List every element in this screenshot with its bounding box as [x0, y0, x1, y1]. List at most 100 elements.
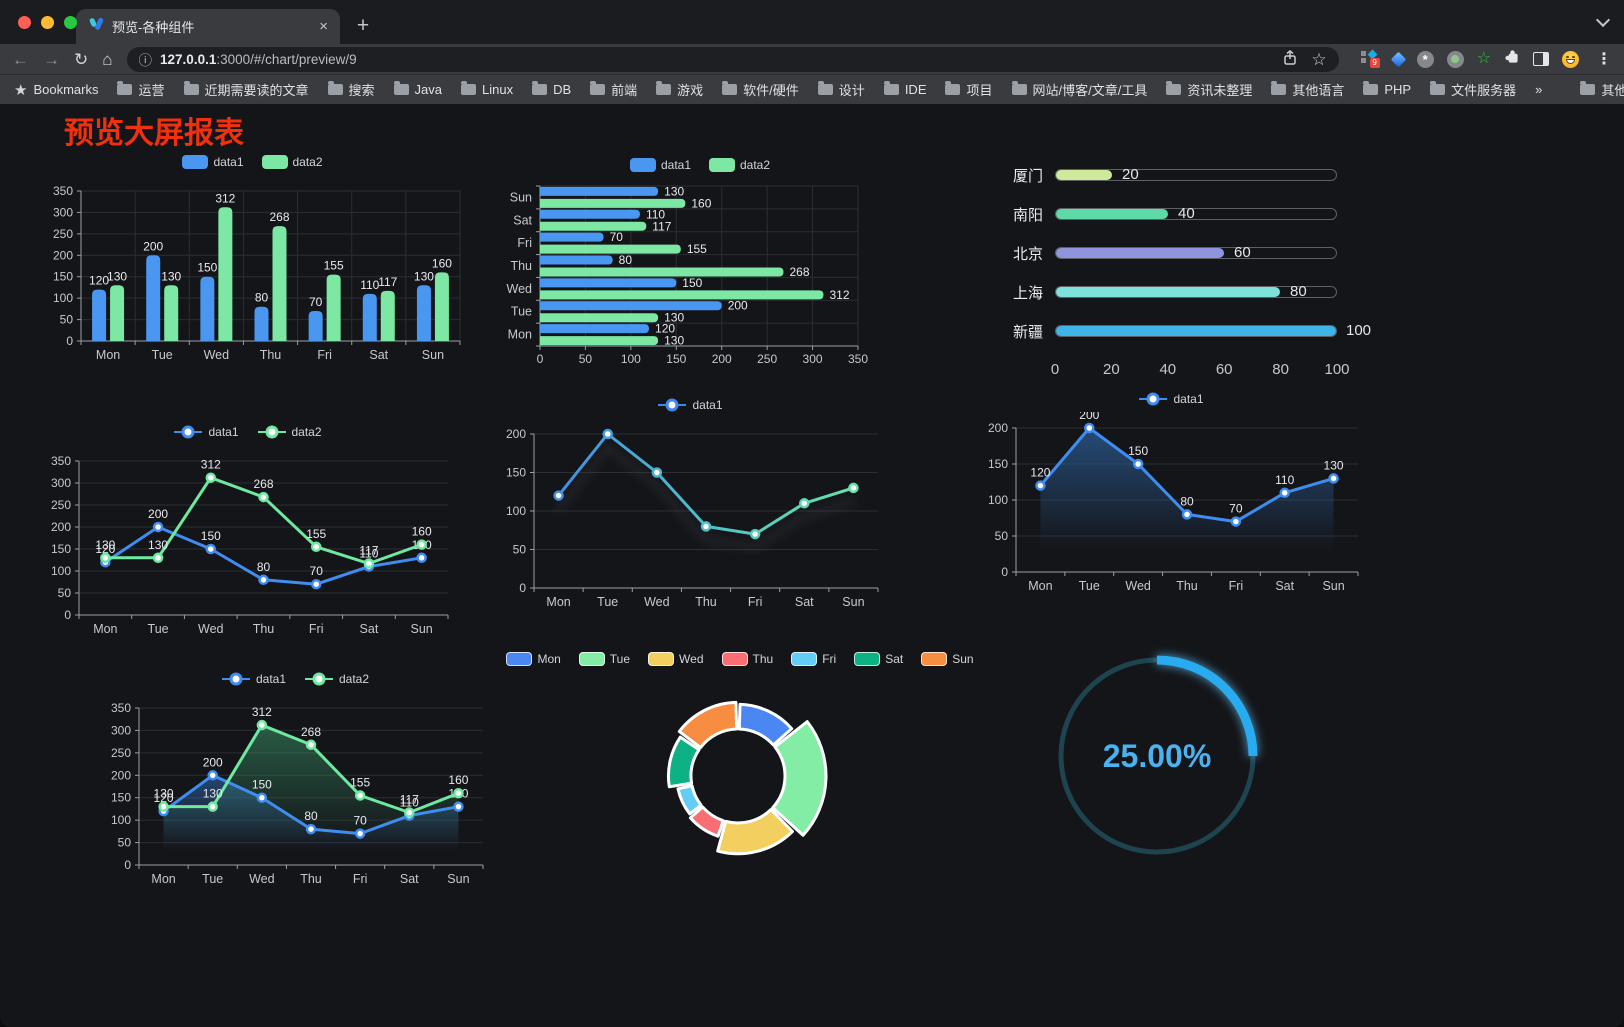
- bookmark-label: 运营: [138, 83, 165, 98]
- new-tab-button[interactable]: +: [356, 14, 370, 37]
- minimize-window-button[interactable]: [41, 16, 54, 29]
- legend-item-data2[interactable]: data2: [261, 155, 323, 169]
- svg-text:Sun: Sun: [422, 348, 444, 362]
- bookmark-item-5[interactable]: DB: [532, 81, 571, 97]
- bookmark-item-16[interactable]: 文件服务器: [1430, 80, 1516, 99]
- bookmark-star-icon[interactable]: ☆: [1311, 49, 1327, 69]
- donut-slice-Sun[interactable]: [677, 700, 739, 750]
- legend-item-Mon[interactable]: Mon: [506, 652, 561, 666]
- reload-icon[interactable]: ↻: [74, 49, 89, 69]
- address-bar[interactable]: ⓘ 127.0.0.1:3000/#/chart/preview/9 ☆: [126, 46, 1339, 72]
- extensions-puzzle-icon[interactable]: [1504, 49, 1520, 70]
- legend-item-data1[interactable]: data1: [173, 425, 239, 439]
- tab-favicon-icon: [88, 16, 104, 37]
- bookmark-item-11[interactable]: 项目: [945, 80, 993, 99]
- chart-bar-grouped[interactable]: data1 data2 0 50 100 150 200 250 300 350 Mon Tue Wed…: [35, 149, 470, 367]
- close-window-button[interactable]: [18, 16, 31, 29]
- back-icon[interactable]: ←: [12, 49, 29, 69]
- bookmark-item-8[interactable]: 软件/硬件: [722, 80, 799, 99]
- legend-item-Sun[interactable]: Sun: [921, 652, 974, 666]
- extension-dot-icon[interactable]: [1446, 50, 1464, 68]
- legend-item-Wed[interactable]: Wed: [648, 652, 704, 666]
- bookmark-item-6[interactable]: 前端: [590, 80, 637, 99]
- legend-item-data1[interactable]: data1: [182, 155, 244, 169]
- chart-canvas[interactable]: 0 50 100 150 200 250 300 350 Mon Tue Wed Thu Fri Sat S…: [95, 692, 495, 891]
- legend-item-Sat[interactable]: Sat: [854, 652, 903, 666]
- chart-canvas[interactable]: 0 50 100 150 200 Mon Tue Wed Thu Fri Sat Sun: [490, 418, 890, 614]
- chart-canvas[interactable]: 25.00%: [1042, 646, 1272, 876]
- progress-row-厦门[interactable]: 厦门 20: [985, 165, 1337, 185]
- home-icon[interactable]: ⌂: [102, 49, 113, 69]
- progress-fill: [1056, 170, 1112, 180]
- bookmark-item-9[interactable]: 设计: [817, 80, 865, 99]
- svg-text:80: 80: [1180, 494, 1194, 508]
- bookmarks-manager-item[interactable]: ★ Bookmarks: [14, 81, 98, 99]
- chart-line-two-series[interactable]: data1 data2 0 50 100 150 200 250 300 350 Mon Tue Wed…: [35, 419, 460, 641]
- bookmark-item-15[interactable]: PHP: [1363, 81, 1411, 97]
- legend-item-data2[interactable]: data2: [709, 158, 770, 172]
- emoji-extension-icon[interactable]: [1562, 50, 1579, 68]
- bookmarks-overflow-chevron[interactable]: »: [1535, 82, 1543, 97]
- legend-item-data2[interactable]: data2: [257, 425, 322, 439]
- svg-text:Thu: Thu: [253, 622, 275, 636]
- folder-icon: [945, 81, 961, 95]
- donut-slice-Wed[interactable]: [716, 808, 794, 856]
- chart-line-area-blue[interactable]: data1 0 50 100 150 200 Mon Tue Wed Thu Fri Sat Sun 12…: [972, 386, 1370, 598]
- legend-item-data1[interactable]: data1: [629, 158, 691, 172]
- chart-canvas[interactable]: 0 50 100 150 200 250 300 350 Mon Tue Wed Thu Fri Sat S…: [35, 445, 460, 641]
- donut-slice-Thu[interactable]: [688, 805, 725, 838]
- chart-donut-week[interactable]: Mon Tue Wed Thu Fri Sat Sun: [506, 632, 974, 932]
- progress-row-南阳[interactable]: 南阳 40: [985, 204, 1337, 224]
- chart-canvas[interactable]: 0 50 100 150 200 250 300 350 Sun Sat Fri Thu Wed Tue M…: [500, 178, 900, 370]
- donut-slice-Fri[interactable]: [676, 784, 703, 816]
- extension-star-icon[interactable]: ☆: [1476, 50, 1491, 67]
- tab-search-chevron-icon[interactable]: [1595, 12, 1611, 28]
- bookmark-item-10[interactable]: IDE: [883, 81, 926, 97]
- browser-tab[interactable]: 预览-各种组件 ×: [76, 9, 340, 44]
- maximize-window-button[interactable]: [64, 16, 77, 29]
- svg-text:200: 200: [1079, 412, 1099, 422]
- chart-gauge-percent[interactable]: 25.00%: [1042, 646, 1272, 876]
- legend-item-data2[interactable]: data2: [304, 672, 369, 686]
- bookmark-item-14[interactable]: 其他语言: [1271, 80, 1344, 99]
- bookmark-item-4[interactable]: Linux: [461, 81, 513, 97]
- bookmark-item-7[interactable]: 游戏: [656, 80, 703, 99]
- chart-line-gradient[interactable]: data1 0 50 100 150 200 Mon Tue Wed Thu Fri Sat Sun: [490, 392, 890, 614]
- progress-row-新疆[interactable]: 新疆 100: [985, 321, 1371, 341]
- chart-hbar-grouped[interactable]: data1 data2 0 50 100 150 200 250 300 350 Sun Sat Fri…: [500, 152, 900, 370]
- folder-icon: [817, 81, 833, 95]
- legend-item-Fri[interactable]: Fri: [791, 652, 836, 666]
- other-bookmarks-folder[interactable]: 其他书签: [1580, 80, 1624, 99]
- legend-item-Thu[interactable]: Thu: [721, 652, 773, 666]
- extension-grid-icon[interactable]: 9: [1360, 49, 1380, 68]
- chart-canvas[interactable]: 0 50 100 150 200 250 300 350 Mon Tue Wed Thu Fri Sat S…: [35, 175, 470, 367]
- forward-icon[interactable]: →: [43, 49, 60, 69]
- donut-slice-Tue[interactable]: [771, 720, 828, 837]
- bookmark-item-3[interactable]: Java: [393, 81, 442, 97]
- side-panel-icon[interactable]: [1533, 52, 1549, 66]
- bookmark-item-0[interactable]: 运营: [117, 80, 165, 99]
- chart-canvas[interactable]: [540, 672, 940, 932]
- legend-item-Tue[interactable]: Tue: [578, 652, 630, 666]
- donut-slice-Sat[interactable]: [666, 735, 701, 789]
- legend-item-data1[interactable]: data1: [221, 672, 286, 686]
- progress-row-上海[interactable]: 上海 80: [985, 282, 1337, 302]
- legend-item-data1[interactable]: data1: [657, 398, 723, 412]
- bookmark-item-13[interactable]: 资讯未整理: [1166, 80, 1252, 99]
- bookmark-item-12[interactable]: 网站/博客/文章/工具: [1011, 80, 1147, 99]
- donut-slice-Mon[interactable]: [737, 702, 794, 747]
- chart-line-area-two[interactable]: data1 data2 0 50 100 150 200 250 300 350 Mon Tue Wed…: [95, 666, 495, 891]
- svg-text:70: 70: [309, 295, 323, 309]
- extension-gem-icon[interactable]: [1390, 51, 1406, 67]
- share-icon[interactable]: [1283, 49, 1297, 69]
- site-info-icon[interactable]: ⓘ: [138, 53, 153, 68]
- browser-menu-icon[interactable]: ⋮: [1596, 51, 1612, 68]
- bookmark-item-1[interactable]: 近期需要读的文章: [183, 80, 309, 99]
- extension-asterisk-icon[interactable]: *: [1416, 50, 1434, 68]
- tab-close-icon[interactable]: ×: [319, 18, 328, 35]
- chart-progress-bars[interactable]: 厦门 20 南阳 40 北京 60 上海 80 新疆 100 0 20 40 60 80 100: [985, 156, 1385, 391]
- bookmark-item-2[interactable]: 搜索: [327, 80, 375, 99]
- progress-row-北京[interactable]: 北京 60: [985, 243, 1337, 263]
- legend-item-data1[interactable]: data1: [1138, 392, 1204, 406]
